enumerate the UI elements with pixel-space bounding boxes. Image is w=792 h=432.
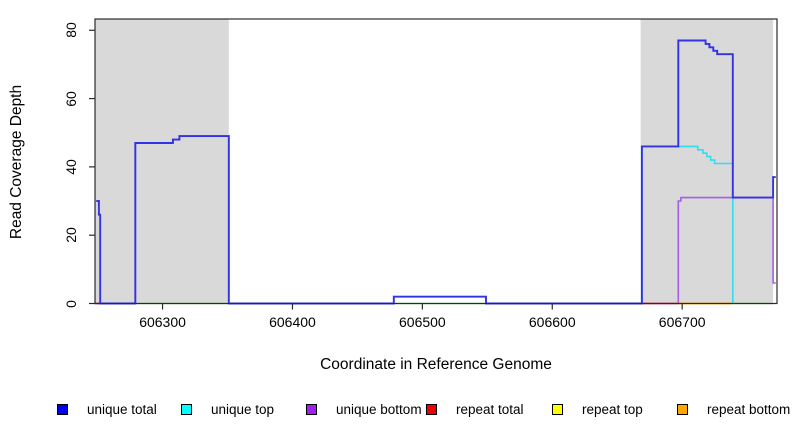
unique-total-swatch-icon: [57, 403, 68, 415]
repeat-total-swatch-icon: [426, 403, 437, 415]
x-tick-label: 606400: [269, 314, 316, 330]
y-axis-title: Read Coverage Depth: [8, 84, 25, 240]
repeat-region-left: [95, 19, 229, 304]
y-tick-label: 60: [63, 90, 79, 107]
legend-item-repeat-bottom: repeat bottom: [677, 399, 790, 419]
x-tick-label: 606500: [399, 314, 446, 330]
y-tick-label: 20: [63, 227, 79, 243]
y-tick-label: 40: [63, 159, 79, 175]
repeat-bottom-swatch-icon: [677, 403, 688, 415]
legend-label: repeat total: [456, 401, 524, 417]
x-tick-label: 606600: [528, 314, 576, 330]
legend-item-unique-bottom: unique bottom: [306, 399, 422, 419]
x-tick-label: 606300: [139, 314, 186, 330]
legend-item-repeat-top: repeat top: [552, 399, 643, 419]
legend-item-unique-total: unique total: [57, 399, 157, 419]
legend-label: unique bottom: [336, 401, 422, 417]
legend-item-unique-top: unique top: [181, 399, 274, 419]
plot-border: [94, 18, 778, 305]
unique-top-swatch-icon: [181, 403, 192, 415]
y-tick-label: 0: [63, 299, 79, 308]
legend-item-repeat-total: repeat total: [426, 399, 524, 419]
x-tick-label: 606700: [658, 314, 706, 330]
repeat-top-swatch-icon: [552, 403, 563, 415]
x-axis-title-wrap: Coordinate in Reference Genome: [40, 356, 792, 374]
y-tick-label: 80: [63, 22, 79, 39]
chart-legend: unique total unique top unique bottom re…: [0, 399, 792, 423]
x-axis-title: Coordinate in Reference Genome: [320, 356, 552, 373]
unique-bottom-swatch-icon: [306, 403, 317, 415]
repeat-region-right: [640, 19, 774, 304]
legend-label: repeat top: [582, 401, 643, 417]
legend-label: repeat bottom: [707, 401, 791, 417]
legend-label: unique top: [211, 401, 275, 417]
series-unique-top-line: [641, 145, 734, 304]
legend-label: unique total: [87, 401, 157, 417]
